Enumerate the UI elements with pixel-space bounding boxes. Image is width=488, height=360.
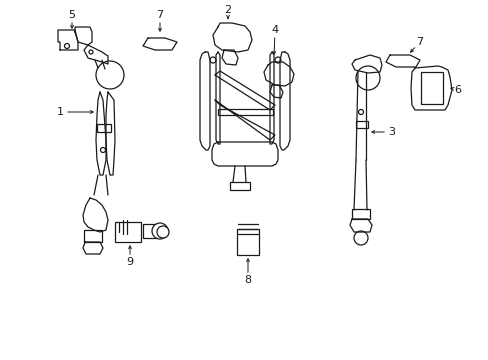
Text: 7: 7 — [416, 37, 423, 47]
Text: 7: 7 — [156, 10, 163, 20]
Bar — [84, 230, 102, 242]
Ellipse shape — [96, 61, 124, 89]
Ellipse shape — [274, 57, 281, 63]
Bar — [351, 209, 369, 219]
Text: 2: 2 — [224, 5, 231, 15]
Text: 6: 6 — [453, 85, 461, 95]
Bar — [97, 124, 111, 132]
Bar — [420, 72, 442, 104]
Bar — [237, 229, 259, 255]
Bar — [229, 182, 249, 190]
Text: 3: 3 — [387, 127, 395, 137]
Ellipse shape — [89, 50, 93, 54]
Text: 1: 1 — [57, 107, 63, 117]
Bar — [217, 109, 272, 115]
Ellipse shape — [64, 44, 69, 49]
Ellipse shape — [157, 226, 169, 238]
Text: 5: 5 — [68, 10, 75, 20]
Ellipse shape — [152, 223, 168, 239]
Ellipse shape — [101, 148, 105, 153]
Text: 8: 8 — [244, 275, 251, 285]
Ellipse shape — [353, 231, 367, 245]
Text: 9: 9 — [126, 257, 133, 267]
Ellipse shape — [358, 109, 363, 114]
Bar — [355, 121, 367, 129]
Ellipse shape — [209, 57, 216, 63]
Bar — [142, 224, 157, 238]
Ellipse shape — [355, 66, 379, 90]
Text: 4: 4 — [271, 25, 278, 35]
Bar — [115, 222, 141, 242]
